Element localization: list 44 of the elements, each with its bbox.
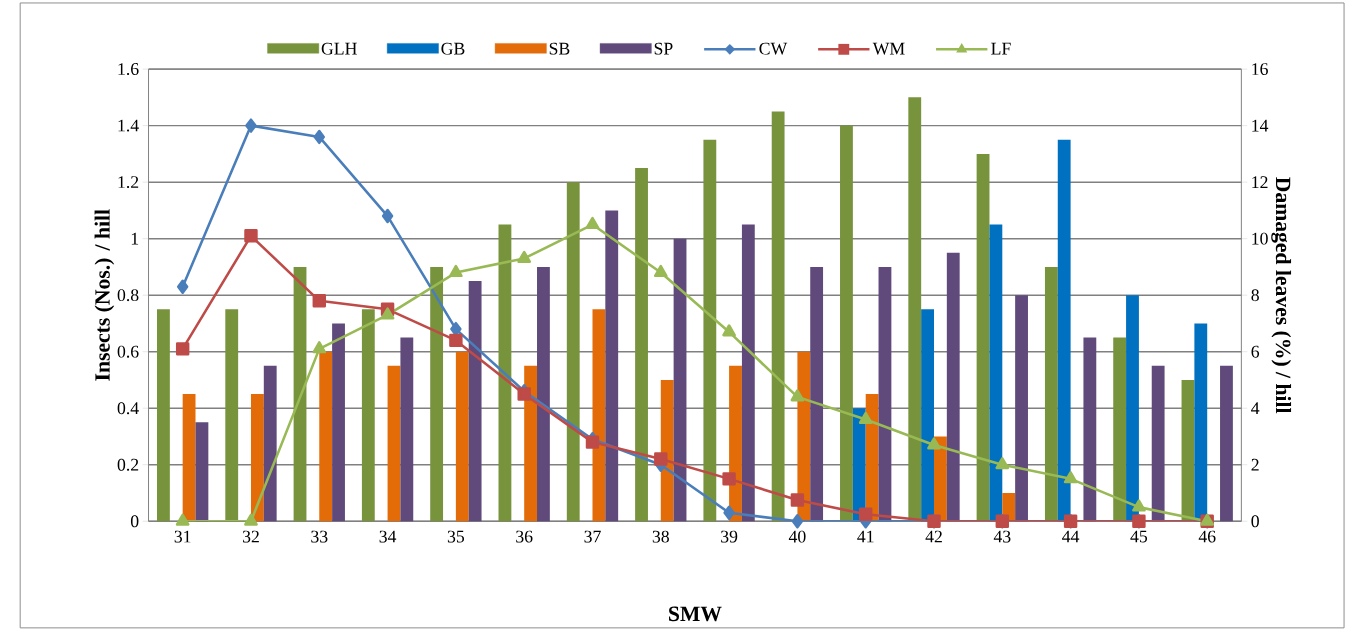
x-tick-label: 38	[652, 530, 669, 543]
y2-tick-label: 14	[1252, 119, 1269, 132]
legend-label: GB	[441, 42, 465, 55]
x-tick-label: 34	[379, 530, 397, 543]
x-tick-label: 36	[516, 530, 533, 543]
legend-label: SB	[549, 42, 570, 55]
y-tick-label: 0.6	[117, 345, 139, 358]
y2-tick-label: 6	[1251, 345, 1260, 358]
y-tick-label: 1.6	[118, 63, 139, 76]
x-tick-label: 40	[788, 530, 806, 543]
legend-label: LF	[991, 42, 1011, 55]
x-tick-label: 46	[1198, 530, 1216, 543]
x-tick-label: 35	[447, 530, 465, 543]
y-tick-label: 0.8	[117, 289, 139, 302]
legend-label: CW	[759, 42, 788, 55]
legend-label: WM	[872, 42, 905, 55]
x-tick-label: 33	[311, 530, 328, 543]
x-tick-label: 44	[1062, 530, 1080, 543]
y2-tick-label: 10	[1252, 232, 1268, 245]
y-tick-label: 1	[131, 232, 139, 245]
x-tick-label: 43	[993, 530, 1011, 543]
y2-tick-label: 4	[1251, 402, 1260, 415]
y-tick-label: 0.4	[117, 402, 139, 415]
y2-tick-label: 8	[1251, 289, 1259, 302]
y-tick-label: 0	[130, 515, 139, 528]
x-tick-label: 42	[925, 530, 942, 543]
y2-tick-label: 16	[1252, 63, 1268, 76]
x-tick-label: 39	[721, 530, 738, 543]
y-axis-title: Insects (Nos.) / hill	[94, 209, 115, 381]
y2-axis-title: Damaged leaves (%) / hill	[1271, 177, 1292, 414]
y-tick-label: 1.4	[118, 119, 139, 132]
y2-tick-label: 12	[1252, 176, 1268, 189]
x-tick-label: 37	[584, 530, 601, 543]
x-tick-label: 45	[1130, 530, 1148, 543]
x-axis-title: SMW	[669, 606, 722, 622]
y-tick-label: 1.2	[118, 176, 139, 189]
x-tick-label: 32	[242, 530, 259, 543]
legend-label: GLH	[321, 42, 357, 55]
y2-tick-label: 2	[1251, 458, 1259, 471]
legend-label: SP	[654, 42, 673, 55]
x-tick-label: 31	[174, 530, 191, 543]
x-tick-label: 41	[857, 530, 874, 543]
y2-tick-label: 0	[1251, 515, 1259, 528]
y-tick-label: 0.2	[117, 458, 139, 471]
